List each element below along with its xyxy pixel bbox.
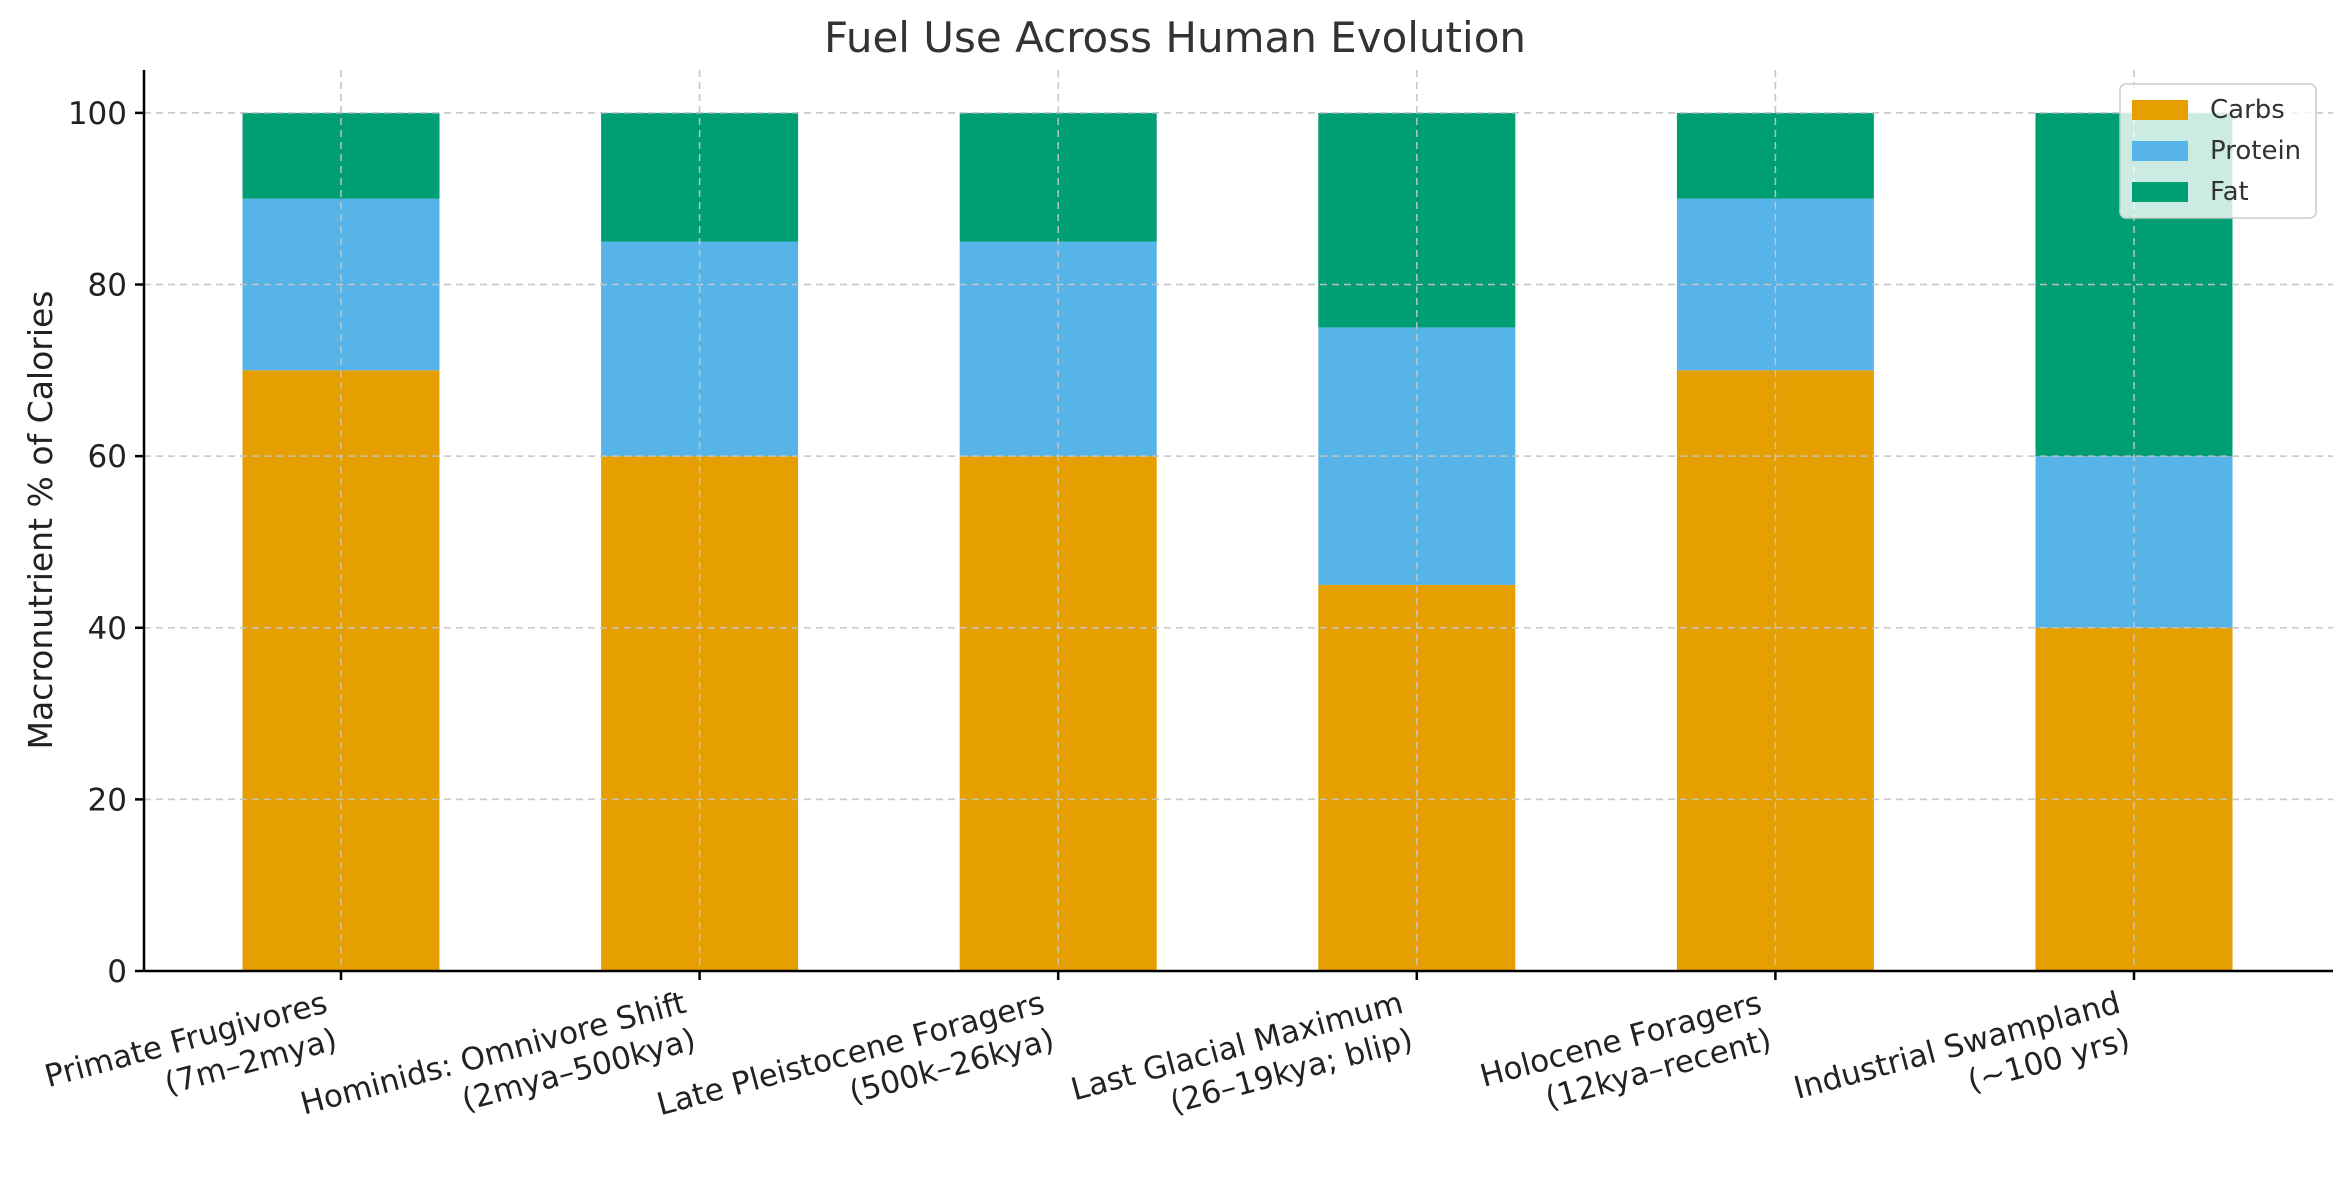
legend-swatch-carbs — [2132, 100, 2188, 120]
category-label-3: Last Glacial Maximum(26–19kya; blip) — [1067, 985, 1416, 1121]
legend-label-fat: Fat — [2210, 177, 2249, 207]
y-tick-label-20: 20 — [88, 782, 127, 818]
category-label-2: Late Pleistocene Foragers(500k–26kya) — [653, 985, 1058, 1123]
category-label-0: Primate Frugivores(7m–2mya) — [41, 985, 341, 1102]
legend-swatch-fat — [2132, 182, 2188, 202]
tick-labels: 0 20 40 60 80 100 — [68, 96, 2136, 990]
legend-label-carbs: Carbs — [2210, 95, 2285, 125]
legend: Carbs Protein Fat — [2119, 83, 2317, 219]
y-axis-label: Macronutrient % of Calories — [21, 290, 60, 749]
bar-carbs-1 — [601, 456, 799, 972]
category-label-4: Holocene Foragers(12kya–recent) — [1476, 985, 1775, 1117]
legend-swatch-protein — [2132, 141, 2188, 161]
category-labels: Primate Frugivores(7m–2mya)Hominids: Omn… — [41, 985, 2134, 1123]
y-tick-label-0: 0 — [107, 954, 127, 990]
category-label-1: Hominids: Omnivore Shift(2mya–500kya) — [297, 985, 700, 1123]
gridlines-overlay — [144, 70, 2333, 972]
bars — [144, 70, 2333, 972]
chart-title: Fuel Use Across Human Evolution — [824, 13, 1526, 62]
gridlines — [144, 70, 2333, 972]
bar-carbs-2 — [959, 456, 1157, 972]
y-tick-label-60: 60 — [88, 439, 127, 475]
y-tick-label-40: 40 — [88, 611, 127, 647]
axes — [142, 70, 2333, 973]
y-tick-label-80: 80 — [88, 268, 127, 304]
y-tick-label-100: 100 — [68, 96, 127, 132]
legend-label-protein: Protein — [2210, 136, 2301, 166]
category-label-5: Industrial Swampland(~100 yrs) — [1790, 985, 2134, 1107]
